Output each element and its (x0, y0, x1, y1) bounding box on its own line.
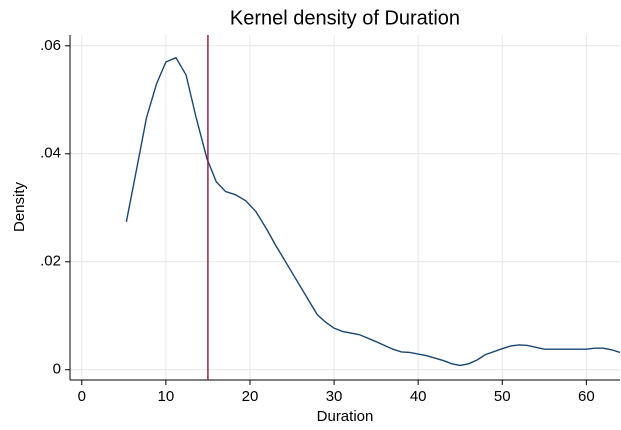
density-line (125, 56, 621, 367)
y-tick-label: 0 (53, 361, 61, 378)
x-axis-label: Duration (317, 408, 374, 425)
y-tick-label: .06 (40, 37, 61, 54)
y-tick-label: .04 (40, 145, 61, 162)
x-tick-label: 60 (578, 388, 595, 405)
y-tick-label: .02 (40, 253, 61, 270)
x-tick-label: 50 (494, 388, 511, 405)
y-axis-label: Density (11, 181, 28, 232)
x-tick-label: 40 (410, 388, 427, 405)
x-tick-label: 0 (78, 388, 86, 405)
chart-title: Kernel density of Duration (230, 7, 460, 29)
x-tick-label: 30 (326, 388, 343, 405)
x-tick-label: 20 (242, 388, 259, 405)
x-tick-label: 10 (158, 388, 175, 405)
